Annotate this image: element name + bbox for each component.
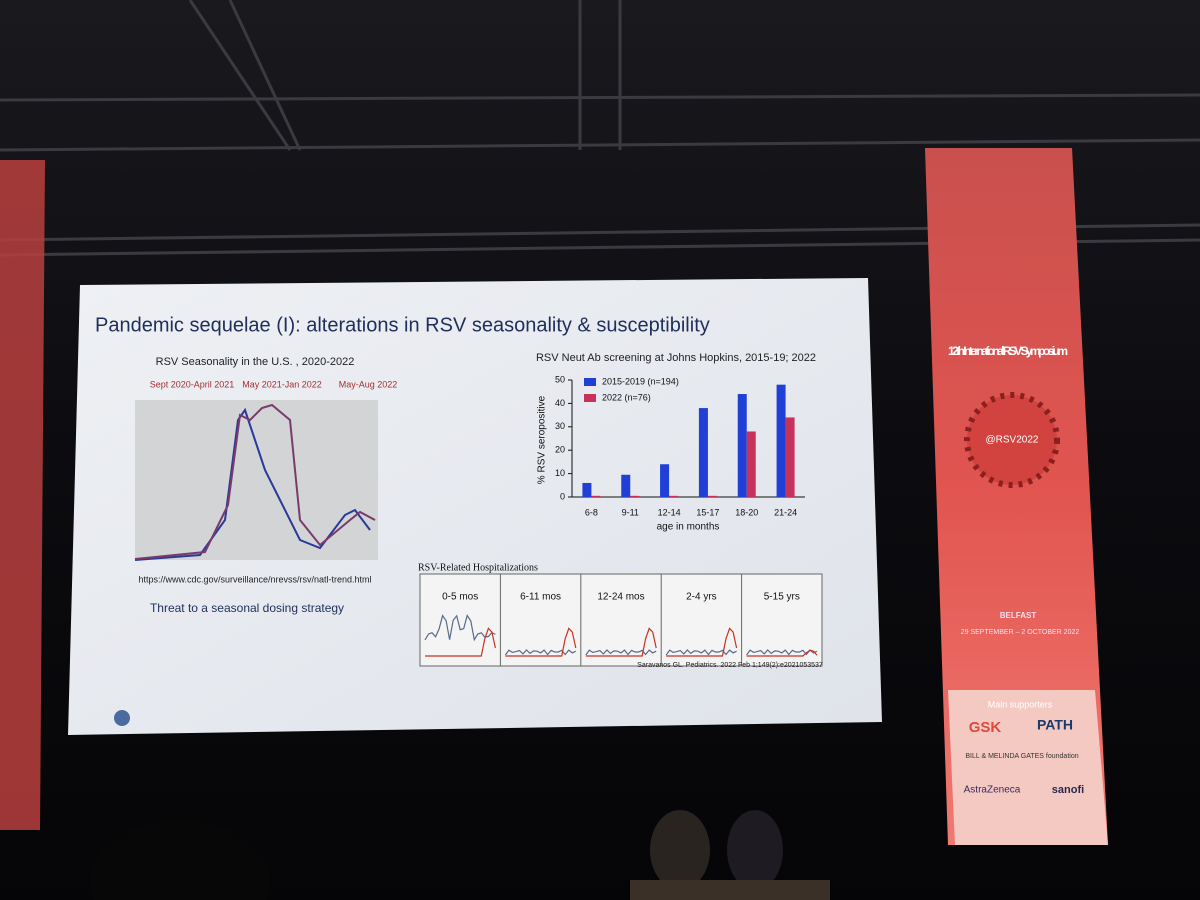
bar — [746, 431, 756, 497]
legend-label: 2015-2019 (n=194) — [602, 376, 679, 386]
panel-label: 12-24 mos — [597, 592, 644, 603]
panel-trace — [505, 627, 577, 657]
hosp-plot — [419, 573, 823, 667]
bar-chart-title: RSV Neut Ab screening at Johns Hopkins, … — [536, 352, 816, 364]
y-axis-label: % RSV seropositive — [537, 395, 548, 484]
logo — [114, 710, 130, 726]
source-url: https://www.cdc.gov/surveillance/nrevss/… — [138, 574, 371, 584]
period-label: May-Aug 2022 — [339, 379, 398, 389]
supporter: BILL & MELINDA GATES foundation — [965, 753, 1078, 760]
audience — [90, 820, 270, 900]
hosp-citation: Saravanos GL. Pediatrics. 2022 Feb 1;149… — [637, 662, 823, 669]
banner-handle: @RSV2022 — [986, 435, 1039, 446]
period-label: Sept 2020-April 2021 — [150, 379, 235, 389]
x-tick-label: 18-20 — [735, 507, 758, 517]
panel-trace — [424, 614, 496, 642]
supporters-heading: Main supporters — [988, 699, 1053, 709]
legend-swatch — [584, 378, 596, 386]
bar — [707, 495, 717, 497]
supporter: AstraZeneca — [964, 785, 1021, 796]
bar — [698, 408, 708, 497]
bar — [660, 464, 670, 497]
panel-trace — [746, 649, 818, 657]
seasonality-line — [134, 403, 376, 560]
x-tick-label: 9-11 — [622, 507, 639, 517]
bar — [785, 417, 795, 497]
y-tick-label: 50 — [555, 374, 565, 384]
seasonality-plot — [135, 400, 378, 560]
panel-trace — [504, 649, 577, 656]
bar — [737, 394, 747, 497]
banner-city: BELFAST — [1000, 611, 1037, 620]
y-tick-label: 0 — [560, 491, 565, 501]
panel-label: 5-15 yrs — [764, 592, 800, 603]
bar — [669, 495, 679, 497]
bar — [630, 495, 640, 497]
supporter: PATH — [1037, 717, 1073, 733]
panel-trace — [585, 649, 657, 656]
panel-trace — [585, 627, 657, 657]
supporter: GSK — [969, 719, 1002, 736]
left-banner — [0, 160, 45, 830]
seasonality-title: RSV Seasonality in the U.S. , 2020-2022 — [156, 356, 355, 368]
x-tick-label: 15-17 — [696, 507, 719, 517]
hosp-panels: 0-5 mos 6-11 mos 12-24 mos 2-4 yrs 5-15 yrs — [424, 574, 818, 666]
x-tick-label: 21-24 — [774, 507, 797, 517]
panel-label: 0-5 mos — [442, 592, 478, 603]
bar — [621, 474, 631, 497]
panel-label: 2-4 yrs — [686, 592, 717, 603]
bar — [582, 482, 592, 497]
supporter: sanofi — [1052, 784, 1084, 796]
y-tick-label: 20 — [555, 445, 565, 455]
y-tick-label: 10 — [555, 468, 565, 478]
panel-trace — [425, 627, 496, 657]
panel-label: 6-11 mos — [520, 592, 561, 603]
bar — [776, 384, 786, 497]
table — [630, 880, 830, 900]
supporters-panel — [948, 690, 1108, 845]
legend-label: 2022 (n=76) — [602, 392, 651, 402]
hosp-title: RSV-Related Hospitalizations — [418, 562, 538, 573]
seasonality-line — [134, 407, 371, 561]
legend-swatch — [584, 394, 596, 402]
x-tick-label: 12-14 — [658, 507, 681, 517]
slide-title: Pandemic sequelae (I): alterations in RS… — [95, 314, 710, 336]
banner-title: 12th International RSV Symposium — [948, 344, 1068, 358]
right-banner — [925, 148, 1108, 845]
banner-dates: 29 SEPTEMBER – 2 OCTOBER 2022 — [961, 629, 1080, 636]
seasonality-note: Threat to a seasonal dosing strategy — [150, 601, 344, 615]
speaker — [650, 810, 710, 890]
x-axis-label: age in months — [657, 522, 720, 533]
y-tick-label: 30 — [555, 421, 565, 431]
speaker — [727, 810, 783, 890]
banner-logo — [964, 392, 1060, 488]
panel-trace — [666, 627, 738, 657]
y-tick-label: 40 — [555, 398, 565, 408]
x-tick-label: 6-8 — [585, 507, 598, 517]
bar — [591, 495, 601, 497]
panel-trace — [665, 649, 737, 656]
period-label: May 2021-Jan 2022 — [242, 379, 322, 389]
